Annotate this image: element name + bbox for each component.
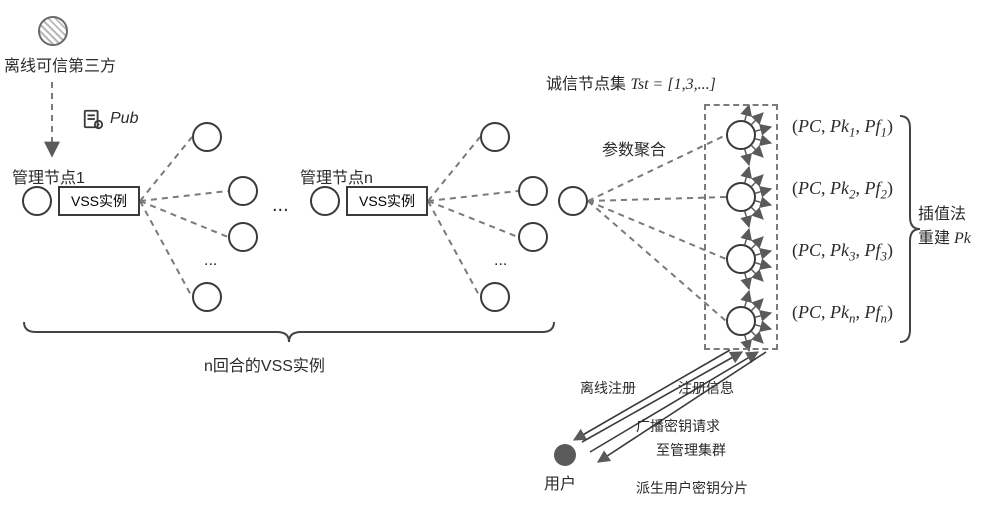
- output-tuple: (PC, Pkn, Pfn): [792, 302, 893, 327]
- vss-box: VSS实例: [58, 186, 140, 216]
- vdots: ...: [494, 252, 507, 270]
- pub-icon: [82, 108, 104, 135]
- ring-node: [480, 122, 510, 152]
- output-tuple: (PC, Pk3, Pf3): [792, 240, 893, 265]
- interp-label: 插值法 重建 Pk: [918, 200, 971, 248]
- interp-math: Pk: [950, 230, 971, 247]
- derive-key-label: 派生用户密钥分片: [636, 478, 748, 498]
- broadcast-label-l1: 广播密钥请求: [636, 416, 720, 436]
- broadcast-label-l2: 至管理集群: [656, 440, 726, 460]
- diagram-canvas: 离线可信第三方 Pub 管理节点1VSS实例...管理节点nVSS实例... .…: [0, 0, 1000, 528]
- ring-node: [518, 176, 548, 206]
- agg-source-node: [558, 186, 588, 216]
- ring-node: [480, 282, 510, 312]
- mgmt-label: 管理节点1: [12, 164, 85, 188]
- user-node: [554, 444, 576, 466]
- reg-info-label: 注册信息: [678, 378, 734, 398]
- ring-node: [228, 222, 258, 252]
- vdots: ...: [204, 252, 217, 270]
- output-tuple: (PC, Pk1, Pf1): [792, 116, 893, 141]
- mgmt-node: [22, 186, 52, 216]
- ttp-node: [38, 16, 68, 46]
- honest-node: [726, 244, 756, 274]
- honest-node: [726, 120, 756, 150]
- output-tuple: (PC, Pk2, Pf2): [792, 178, 893, 203]
- ttp-label: 离线可信第三方: [4, 52, 116, 76]
- interp-line2: 重建: [918, 230, 950, 247]
- dots-between-groups: ...: [272, 194, 289, 217]
- mgmt-label: 管理节点n: [300, 164, 373, 188]
- pub-label: Pub: [110, 110, 138, 128]
- ring-node: [192, 122, 222, 152]
- vss-box: VSS实例: [346, 186, 428, 216]
- ring-node: [518, 222, 548, 252]
- ring-node: [228, 176, 258, 206]
- user-label: 用户: [544, 470, 576, 494]
- interp-line1: 插值法: [918, 206, 966, 223]
- ring-node: [192, 282, 222, 312]
- honest-set-math: Tst = [1,3,...]: [630, 76, 715, 93]
- offline-reg-label: 离线注册: [580, 378, 636, 398]
- mgmt-node: [310, 186, 340, 216]
- rounds-caption: n回合的VSS实例: [204, 352, 325, 376]
- honest-node: [726, 306, 756, 336]
- honest-set-prefix: 诚信节点集: [546, 76, 630, 93]
- honest-set-title: 诚信节点集 Tst = [1,3,...]: [546, 70, 716, 94]
- honest-node: [726, 182, 756, 212]
- agg-label: 参数聚合: [602, 136, 666, 160]
